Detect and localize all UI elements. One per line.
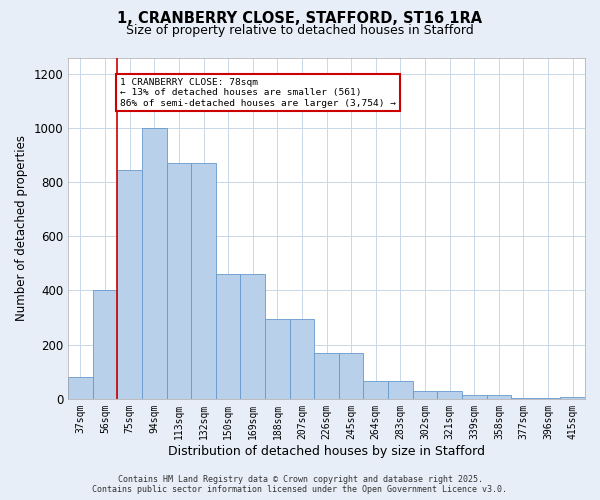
Text: 1 CRANBERRY CLOSE: 78sqm
← 13% of detached houses are smaller (561)
86% of semi-: 1 CRANBERRY CLOSE: 78sqm ← 13% of detach… — [120, 78, 396, 108]
Bar — [462, 395, 487, 399]
Bar — [339, 353, 364, 399]
Bar — [536, 398, 560, 399]
Bar — [511, 398, 536, 399]
Bar — [68, 377, 93, 399]
Bar — [314, 353, 339, 399]
Bar — [216, 274, 241, 399]
Bar — [364, 381, 388, 399]
Text: 1, CRANBERRY CLOSE, STAFFORD, ST16 1RA: 1, CRANBERRY CLOSE, STAFFORD, ST16 1RA — [118, 11, 482, 26]
Bar — [118, 170, 142, 399]
Bar — [290, 319, 314, 399]
Bar — [437, 390, 462, 399]
Y-axis label: Number of detached properties: Number of detached properties — [15, 135, 28, 321]
Bar — [413, 390, 437, 399]
Bar — [142, 128, 167, 399]
Bar — [167, 163, 191, 399]
Bar — [265, 319, 290, 399]
Bar — [191, 163, 216, 399]
Bar — [93, 290, 118, 399]
X-axis label: Distribution of detached houses by size in Stafford: Distribution of detached houses by size … — [168, 444, 485, 458]
Text: Size of property relative to detached houses in Stafford: Size of property relative to detached ho… — [126, 24, 474, 37]
Bar — [487, 395, 511, 399]
Bar — [560, 398, 585, 399]
Bar — [388, 381, 413, 399]
Bar — [241, 274, 265, 399]
Text: Contains HM Land Registry data © Crown copyright and database right 2025.
Contai: Contains HM Land Registry data © Crown c… — [92, 474, 508, 494]
